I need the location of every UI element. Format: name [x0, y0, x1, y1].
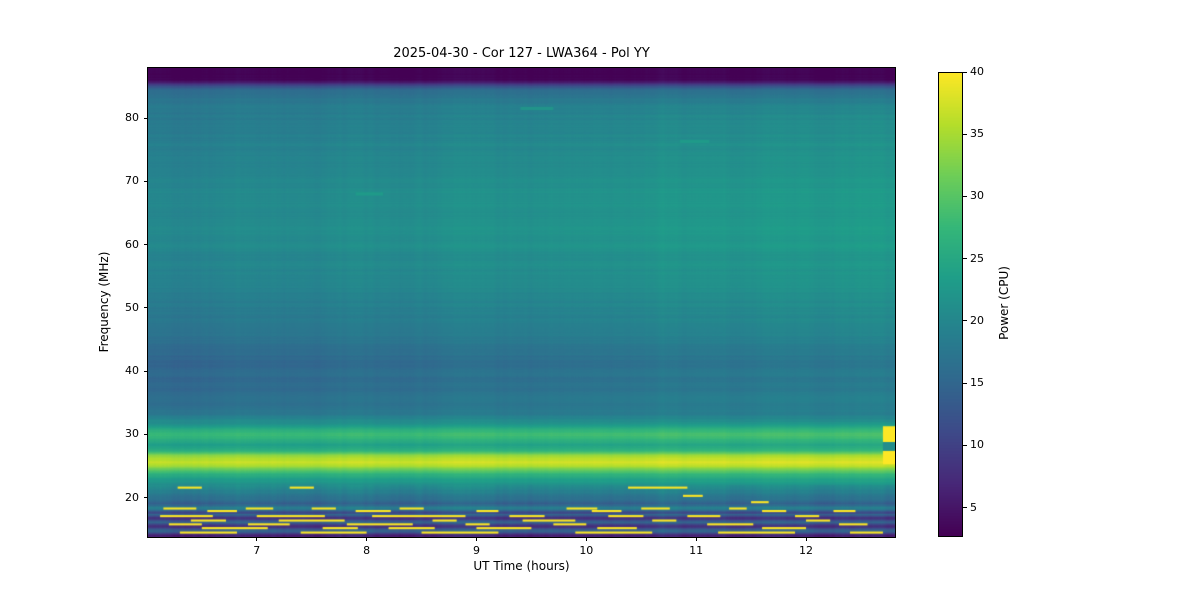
x-tick-mark [585, 537, 587, 541]
y-tick-mark [144, 497, 148, 499]
x-tick-mark [695, 537, 697, 541]
y-tick-label: 40 [125, 364, 139, 378]
x-tick-mark [256, 537, 258, 541]
colorbar-tick-mark [963, 507, 967, 509]
colorbar-tick-mark [963, 444, 967, 446]
y-tick-label: 50 [125, 300, 139, 314]
colorbar-tick-label: 30 [970, 189, 984, 203]
y-tick-mark [144, 180, 148, 182]
colorbar-tick-mark [963, 195, 967, 197]
colorbar-tick-mark [963, 71, 967, 73]
x-tick-label: 11 [689, 544, 704, 557]
colorbar-tick-mark [963, 320, 967, 322]
colorbar-tick-label: 15 [970, 376, 984, 390]
colorbar-tick-label: 40 [970, 65, 984, 78]
colorbar-tick-label: 25 [970, 251, 984, 265]
heatmap-canvas [148, 68, 895, 537]
x-tick-label: 8 [363, 544, 371, 557]
colorbar-tick-mark [963, 133, 967, 135]
x-axis-label: UT Time (hours) [473, 559, 570, 573]
colorbar-tick-mark [963, 382, 967, 384]
x-tick-label: 7 [253, 544, 261, 557]
x-tick-mark [366, 537, 368, 541]
x-tick-mark [805, 537, 807, 541]
y-tick-mark [144, 244, 148, 246]
colorbar-tick-label: 5 [970, 500, 977, 514]
colorbar-tick-label: 20 [970, 313, 984, 327]
colorbar-tick-label: 35 [970, 127, 984, 141]
x-tick-label: 12 [799, 544, 814, 557]
colorbar-tick-mark [963, 258, 967, 260]
x-tick-mark [475, 537, 477, 541]
y-tick-label: 70 [125, 174, 139, 188]
y-tick-mark [144, 117, 148, 119]
y-tick-mark [144, 433, 148, 435]
y-tick-mark [144, 370, 148, 372]
chart-title: 2025-04-30 - Cor 127 - LWA364 - Pol YY [393, 46, 650, 61]
y-tick-label: 80 [125, 111, 139, 124]
x-tick-label: 10 [579, 544, 594, 557]
colorbar-tick-label: 10 [970, 438, 984, 452]
x-tick-label: 9 [472, 544, 480, 557]
y-tick-label: 60 [125, 237, 139, 251]
y-tick-mark [144, 307, 148, 309]
y-tick-label: 20 [125, 490, 139, 504]
y-tick-label: 30 [125, 427, 139, 441]
colorbar-canvas [938, 72, 963, 537]
